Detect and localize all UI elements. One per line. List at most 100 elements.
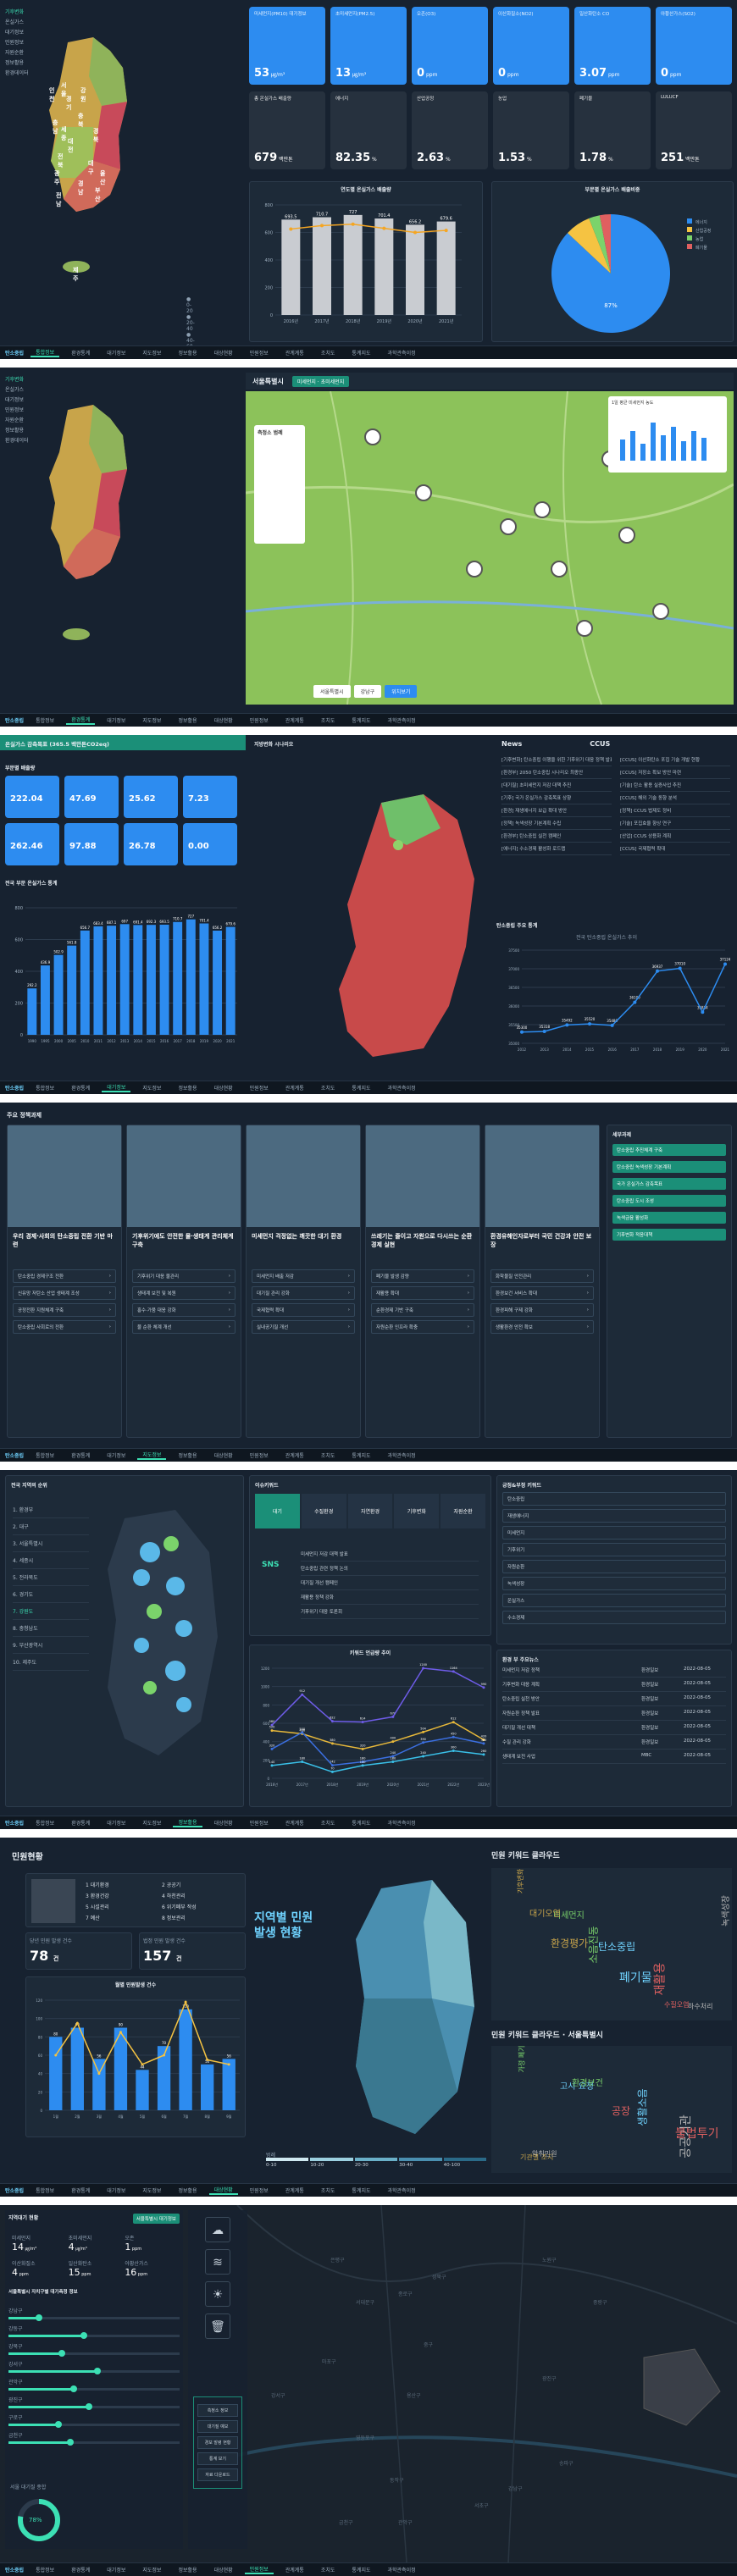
slider-handle[interactable] (36, 2314, 43, 2321)
footer-tab[interactable]: 대상현황 (213, 351, 233, 357)
rank-item[interactable]: 5. 전라북도 (13, 1569, 89, 1586)
sns-item[interactable]: 탄소중립 관련 정책 논의 (301, 1562, 479, 1576)
rank-item[interactable]: 2. 대구 (13, 1518, 89, 1535)
air-card[interactable]: 이산화질소(NO2) 0 ppm (493, 7, 569, 85)
station-marker[interactable] (551, 561, 568, 578)
footer-tab[interactable]: 관계계통 (285, 2188, 304, 2194)
sector-card[interactable]: 26.78 (124, 823, 178, 865)
rank-item[interactable]: 4. 세종시 (13, 1552, 89, 1569)
news-item[interactable]: [정책] 녹색성장 기본계획 수립 (501, 817, 612, 830)
sns-item[interactable]: 미세먼지 저감 대책 발표 (301, 1547, 479, 1562)
cloud-word[interactable]: 악취민원 (532, 2150, 557, 2158)
sidebar-item[interactable]: 정보활용 (5, 428, 25, 434)
news-item[interactable]: [환경부] 탄소중립 실천 캠페인 (501, 830, 612, 843)
policy-item[interactable]: 실내공기질 개선 › (252, 1320, 355, 1334)
news-row[interactable]: 수질 관리 강화 환경일보 2022-08-05 (502, 1735, 726, 1750)
footer-tab[interactable]: 환경통계 (71, 1821, 91, 1827)
footer-tab[interactable]: 환경통계 (71, 1453, 91, 1459)
side-button[interactable]: 통계 보기 (197, 2452, 238, 2465)
footer-tab[interactable]: 대기정보 (107, 351, 126, 357)
footer-tab[interactable]: 민원정보 (244, 2565, 274, 2574)
keyword-item[interactable]: 탄소중립 (502, 1492, 726, 1506)
policy-item[interactable]: 물 순환 체계 개선 › (132, 1320, 236, 1334)
footer-tab[interactable]: 통합정보 (30, 348, 60, 357)
complaint-map[interactable] (330, 1871, 483, 2142)
footer-tab[interactable]: 대기정보 (102, 1083, 131, 1092)
cloud-word[interactable]: 기후변화 (517, 1868, 525, 1894)
cloud-word[interactable]: 수질오염 (664, 2001, 690, 2009)
slider-track[interactable] (8, 2368, 180, 2374)
issue-tab[interactable]: 수질환경 (301, 1494, 346, 1528)
sector-card[interactable]: 222.04 (5, 776, 59, 818)
news-row[interactable]: 기후변화 대응 계획 환경일보 2022-08-05 (502, 1678, 726, 1692)
sidebar-item[interactable]: 기후변화 (5, 9, 25, 15)
keyword-item[interactable]: 기후위기 (502, 1543, 726, 1556)
issue-tab[interactable]: 자연환경 (347, 1494, 393, 1528)
weather-icon[interactable]: ☁ (205, 2217, 230, 2242)
news-row[interactable]: 생태계 보전 사업 MBC 2022-08-05 (502, 1750, 726, 1764)
policy-item[interactable]: 순환경제 기반 구축 › (371, 1303, 474, 1317)
footer-tab[interactable]: 조치도 (320, 1086, 335, 1092)
cloud-word[interactable]: 미세먼지 (553, 1911, 585, 1921)
slider-track[interactable] (8, 2403, 180, 2410)
issue-tab[interactable]: 대기 (255, 1494, 300, 1528)
footer-tab[interactable]: 통계지도 (352, 1086, 371, 1092)
news-row[interactable]: 자원순환 정책 발표 환경일보 2022-08-05 (502, 1706, 726, 1721)
ghg-card[interactable]: 총 온실가스 배출량 679 백만톤 (249, 91, 325, 169)
side-button[interactable]: 대기질 예보 (197, 2420, 238, 2433)
news-item[interactable]: [환경부] 2050 탄소중립 시나리오 최종안 (501, 766, 612, 779)
cloud-word[interactable]: 고시 요청 (560, 2082, 594, 2092)
map-subtitle[interactable]: 미세먼지 · 초미세먼지 (291, 375, 350, 387)
footer-tab[interactable]: 과학관측이정 (387, 2188, 416, 2194)
news-row[interactable]: 탄소중립 실천 방안 환경일보 2022-08-05 (502, 1692, 726, 1706)
footer-tab[interactable]: 과학관측이정 (387, 718, 416, 724)
cloud-word[interactable]: 대기오염 (529, 1910, 561, 1919)
footer-tab[interactable]: 정보활용 (178, 1453, 197, 1459)
footer-tab[interactable]: 통계지도 (352, 1453, 371, 1459)
footer-tab[interactable]: 조치도 (320, 718, 335, 724)
sidebar-item[interactable]: 기후변화 (5, 377, 25, 383)
slider-track[interactable] (8, 2350, 180, 2357)
policy-item[interactable]: 생활환경 안전 확보 › (490, 1320, 594, 1334)
footer-tab[interactable]: 통계지도 (352, 2188, 371, 2194)
news-item[interactable]: [기후] 국가 온실가스 감축목표 상향 (501, 792, 612, 804)
station-marker[interactable] (500, 518, 517, 535)
footer-tab[interactable]: 민원정보 (249, 1821, 269, 1827)
footer-tab[interactable]: 정보활용 (178, 1086, 197, 1092)
sidebar-item[interactable]: 민원정보 (5, 40, 25, 46)
footer-tab[interactable]: 과학관측이정 (387, 351, 416, 357)
news-row[interactable]: 대기질 개선 대책 환경일보 2022-08-05 (502, 1721, 726, 1735)
cloud-word[interactable]: 불법투기 (675, 2127, 719, 2141)
footer-tab[interactable]: 조치도 (320, 1821, 335, 1827)
footer-tab[interactable]: 관계계통 (285, 1821, 304, 1827)
slider-handle[interactable] (94, 2368, 102, 2374)
rank-item[interactable]: 8. 충청남도 (13, 1620, 89, 1637)
district-slider[interactable]: 금천구 (8, 2431, 180, 2446)
footer-tab[interactable]: 민원정보 (249, 1453, 269, 1459)
news-item[interactable]: [기후변화] 탄소중립 이행을 위한 기후위기 대응 정책 발표 (501, 754, 612, 766)
rank-item[interactable]: 10. 제주도 (13, 1654, 89, 1671)
footer-tab[interactable]: 통합정보 (36, 2188, 55, 2194)
cloud-word[interactable]: 생활소음 (636, 2088, 649, 2126)
sidebar-item[interactable]: 자원순환 (5, 417, 25, 423)
footer-tab[interactable]: 관계계통 (285, 718, 304, 724)
policy-item[interactable]: 국제협력 확대 › (252, 1303, 355, 1317)
footer-tab[interactable]: 조치도 (320, 1453, 335, 1459)
region-bubble-map[interactable] (91, 1501, 235, 1789)
sector-card[interactable]: 97.88 (64, 823, 119, 865)
footer-tab[interactable]: 대상현황 (213, 1086, 233, 1092)
policy-item[interactable]: 공정전환 지원체계 구축 › (13, 1303, 116, 1317)
policy-item[interactable]: 화학물질 안전관리 › (490, 1269, 594, 1283)
korea-map[interactable] (42, 401, 136, 655)
footer-tab[interactable]: 민원정보 (249, 351, 269, 357)
footer-tab[interactable]: 통합정보 (36, 1821, 55, 1827)
scenario-map[interactable] (254, 752, 483, 1065)
footer-tab[interactable]: 대상현황 (213, 1453, 233, 1459)
keyword-item[interactable]: 미세먼지 (502, 1526, 726, 1540)
slider-handle[interactable] (54, 2421, 62, 2428)
footer-tab[interactable]: 조치도 (320, 351, 335, 357)
slider-track[interactable] (8, 2385, 180, 2392)
slider-handle[interactable] (58, 2350, 65, 2357)
footer-tab[interactable]: 관계계통 (285, 1086, 304, 1092)
policy-item[interactable]: 신유망 저탄소 산업 생태계 조성 › (13, 1286, 116, 1300)
